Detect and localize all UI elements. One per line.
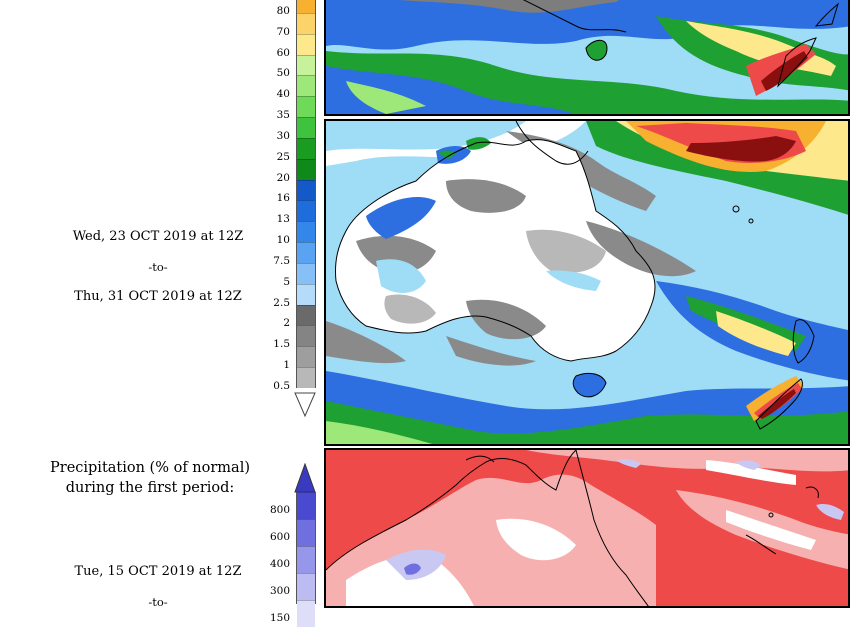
colorbar-swatch xyxy=(297,262,315,284)
colorbar-tick-label: 7.5 xyxy=(273,254,290,267)
colorbar-tick-label: 1 xyxy=(283,359,290,372)
period-end: Thu, 31 OCT 2019 at 12Z xyxy=(74,289,242,304)
period-to: -to- xyxy=(148,260,168,274)
anomaly-colorbar-tick-label: 400 xyxy=(269,558,290,570)
precip-colorbar xyxy=(296,0,316,388)
anomaly-title: Precipitation (% of normal) during the f… xyxy=(18,458,282,498)
colorbar-tick-label: 25 xyxy=(276,150,290,163)
colorbar-swatch xyxy=(297,33,315,55)
colorbar-tick-label: 80 xyxy=(276,4,290,17)
colorbar-max-arrow xyxy=(294,463,316,493)
colorbar-tick-label: 13 xyxy=(276,213,290,226)
anomaly-colorbar-swatch xyxy=(297,492,315,519)
colorbar-swatch xyxy=(297,117,315,138)
anomaly-colorbar-swatch xyxy=(297,519,315,546)
colorbar-swatch xyxy=(297,367,315,388)
anomaly-colorbar-tick-label: 600 xyxy=(269,531,290,543)
colorbar-tick-label: 5 xyxy=(283,275,290,288)
colorbar-swatch xyxy=(297,158,315,180)
colorbar-swatch xyxy=(297,283,315,305)
map-panel-accumulated-precip xyxy=(324,119,850,446)
anomaly-period-to: -to- xyxy=(148,595,168,609)
colorbar-tick-label: 70 xyxy=(276,25,290,38)
anomaly-colorbar-swatch xyxy=(297,600,315,627)
colorbar-tick-label: 1.5 xyxy=(273,338,290,351)
map-panel-top xyxy=(324,0,850,116)
colorbar-tick-label: 0.5 xyxy=(273,380,290,392)
period-start: Wed, 23 OCT 2019 at 12Z xyxy=(72,229,244,244)
anomaly-colorbar-swatch xyxy=(297,546,315,573)
colorbar-swatch xyxy=(297,325,315,347)
map-panel-percent-of-normal xyxy=(324,448,850,608)
colorbar-tick-label: 2 xyxy=(283,317,290,330)
colorbar-swatch xyxy=(297,179,315,201)
period-dates: Wed, 23 OCT 2019 at 12Z -to- Thu, 31 OCT… xyxy=(38,228,278,318)
colorbar-tick-label: 16 xyxy=(276,192,290,205)
colorbar-tick-label: 35 xyxy=(276,109,290,122)
colorbar-swatch xyxy=(297,242,315,263)
colorbar-tick-label: 30 xyxy=(276,129,290,142)
anomaly-colorbar-swatch xyxy=(297,573,315,600)
colorbar-tick-label: 50 xyxy=(276,67,290,80)
colorbar-tick-label: 2.5 xyxy=(273,296,290,309)
colorbar-min-arrow xyxy=(294,392,316,418)
colorbar-swatch xyxy=(297,96,315,118)
anomaly-period-dates: Tue, 15 OCT 2019 at 12Z -to- xyxy=(38,563,278,623)
colorbar-swatch xyxy=(297,12,315,34)
anomaly-period-start: Tue, 15 OCT 2019 at 12Z xyxy=(74,564,242,579)
anomaly-title-line2: during the first period: xyxy=(65,480,235,496)
colorbar-swatch xyxy=(297,137,315,159)
colorbar-tick-label: 20 xyxy=(276,171,290,184)
anomaly-title-line1: Precipitation (% of normal) xyxy=(50,460,250,476)
colorbar-swatch xyxy=(297,54,315,76)
colorbar-tick-label: 60 xyxy=(276,46,290,59)
colorbar-swatch xyxy=(297,221,315,243)
colorbar-swatch xyxy=(297,0,315,13)
anomaly-colorbar-tick-label: 300 xyxy=(269,585,290,597)
colorbar-tick-label: 10 xyxy=(276,234,290,247)
colorbar-swatch xyxy=(297,346,315,368)
anomaly-colorbar xyxy=(296,492,316,627)
colorbar-tick-label: 40 xyxy=(276,88,290,101)
colorbar-swatch xyxy=(297,200,315,222)
colorbar-swatch xyxy=(297,75,315,97)
colorbar-swatch xyxy=(297,304,315,326)
anomaly-colorbar-tick-label: 800 xyxy=(269,504,290,516)
